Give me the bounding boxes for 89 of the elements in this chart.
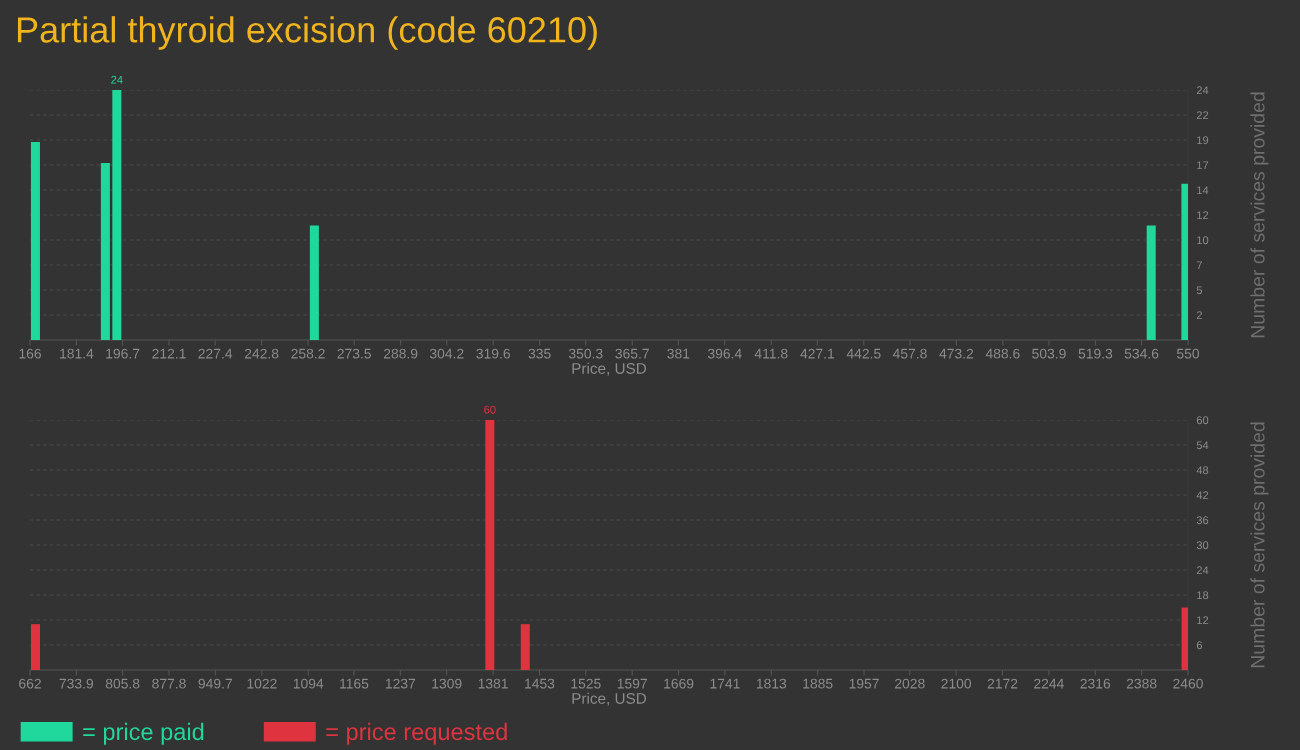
x-tick-label: 1741 xyxy=(710,678,740,689)
legend-label: = price paid xyxy=(83,722,204,745)
bar xyxy=(30,624,40,670)
x-tick-label: 196.7 xyxy=(106,348,140,359)
y-tick-label: 60 xyxy=(1196,416,1209,425)
x-tick-label: 442.5 xyxy=(846,348,881,359)
x-tick-label: 503.9 xyxy=(1032,348,1066,359)
x-tick-label: 365.7 xyxy=(615,348,649,359)
x-tick-label: 166 xyxy=(19,348,41,359)
y-tick-label: 6 xyxy=(1196,641,1203,650)
x-tick-label: 350.3 xyxy=(568,348,603,359)
x-tick-label: 258.2 xyxy=(291,348,325,359)
bar xyxy=(309,225,319,340)
y-tick-label: 14 xyxy=(1197,186,1209,195)
x-tick-label: 2460 xyxy=(1173,678,1203,689)
x-tick-label: 1381 xyxy=(478,678,508,689)
x-tick-label: 1309 xyxy=(432,678,462,689)
x-tick-label: 2028 xyxy=(895,678,925,689)
x-tick-label: 242.8 xyxy=(244,348,279,359)
x-tick-label: 319.6 xyxy=(476,348,510,359)
y-tick-label: 48 xyxy=(1196,466,1209,475)
y-tick-label: 19 xyxy=(1197,136,1209,145)
x-tick-label: 411.8 xyxy=(754,348,788,359)
x-tick-label: 1597 xyxy=(617,678,647,689)
x-tick-label: 227.4 xyxy=(198,348,233,359)
bar xyxy=(1146,225,1156,340)
y-tick-label: 36 xyxy=(1196,516,1209,525)
x-tick-label: 2244 xyxy=(1034,678,1064,689)
bar xyxy=(112,90,122,340)
y-tick-label: 24 xyxy=(1196,86,1209,95)
y-axis-title: Number of services provided xyxy=(1250,92,1269,338)
x-tick-label: 1453 xyxy=(525,678,555,689)
legend-label: = price requested xyxy=(326,722,507,745)
x-tick-label: 949.7 xyxy=(198,678,232,689)
y-tick-label: 7 xyxy=(1196,261,1202,270)
y-tick-label: 2 xyxy=(1196,311,1202,320)
x-tick-label: 519.3 xyxy=(1078,348,1113,359)
x-tick-label: 1022 xyxy=(247,678,277,689)
x-tick-label: 1094 xyxy=(293,678,324,689)
x-tick-label: 396.4 xyxy=(707,348,742,359)
x-axis-title: Price, USD xyxy=(572,362,647,376)
bar xyxy=(485,420,495,670)
y-tick-label: 18 xyxy=(1197,591,1209,600)
y-tick-label: 54 xyxy=(1196,441,1209,450)
x-tick-label: 2172 xyxy=(987,678,1018,689)
x-tick-label: 1165 xyxy=(340,678,369,689)
x-tick-label: 304.2 xyxy=(429,348,464,359)
x-tick-label: 473.2 xyxy=(939,348,974,359)
x-tick-label: 2388 xyxy=(1126,678,1157,689)
x-tick-label: 427.1 xyxy=(800,348,835,359)
x-tick-label: 2100 xyxy=(941,678,972,689)
x-tick-label: 181.4 xyxy=(60,348,94,359)
x-tick-label: 805.8 xyxy=(105,678,140,689)
bar xyxy=(100,162,110,340)
x-axis-title: Price, USD xyxy=(572,692,647,706)
x-tick-label: 1885 xyxy=(803,678,833,689)
y-tick-label: 22 xyxy=(1196,111,1209,120)
y-axis-title: Number of services provided xyxy=(1250,422,1269,668)
x-tick-label: 534.6 xyxy=(1124,348,1159,359)
x-tick-label: 457.8 xyxy=(892,348,927,359)
x-tick-label: 273.5 xyxy=(337,348,371,359)
x-tick-label: 1237 xyxy=(385,678,416,689)
chart-title: Partial thyroid excision (code 60210) xyxy=(17,16,597,50)
bar xyxy=(30,142,40,340)
x-tick-label: 1813 xyxy=(756,678,787,689)
bar xyxy=(520,624,530,670)
data-label: 60 xyxy=(484,405,496,414)
y-tick-label: 24 xyxy=(1196,566,1209,575)
y-tick-label: 17 xyxy=(1197,161,1209,170)
x-tick-label: 1669 xyxy=(664,678,694,689)
data-label: 24 xyxy=(111,75,123,84)
y-tick-label: 42 xyxy=(1196,491,1209,500)
y-tick-label: 10 xyxy=(1197,236,1209,245)
x-tick-label: 1957 xyxy=(849,678,879,689)
x-tick-label: 381 xyxy=(667,348,690,359)
y-tick-label: 12 xyxy=(1197,211,1209,220)
y-tick-label: 12 xyxy=(1197,616,1209,625)
x-tick-label: 733.9 xyxy=(59,678,94,689)
y-tick-label: 5 xyxy=(1196,286,1203,295)
x-tick-label: 488.6 xyxy=(985,348,1020,359)
y-tick-label: 30 xyxy=(1196,541,1209,550)
x-tick-label: 212.1 xyxy=(152,348,186,359)
x-tick-label: 2316 xyxy=(1080,678,1111,689)
x-tick-label: 288.9 xyxy=(383,348,418,359)
x-tick-label: 550 xyxy=(1176,348,1200,359)
x-tick-label: 335 xyxy=(528,348,551,359)
x-tick-label: 662 xyxy=(19,678,41,689)
x-tick-label: 1525 xyxy=(571,678,601,689)
x-tick-label: 877.8 xyxy=(152,678,186,689)
